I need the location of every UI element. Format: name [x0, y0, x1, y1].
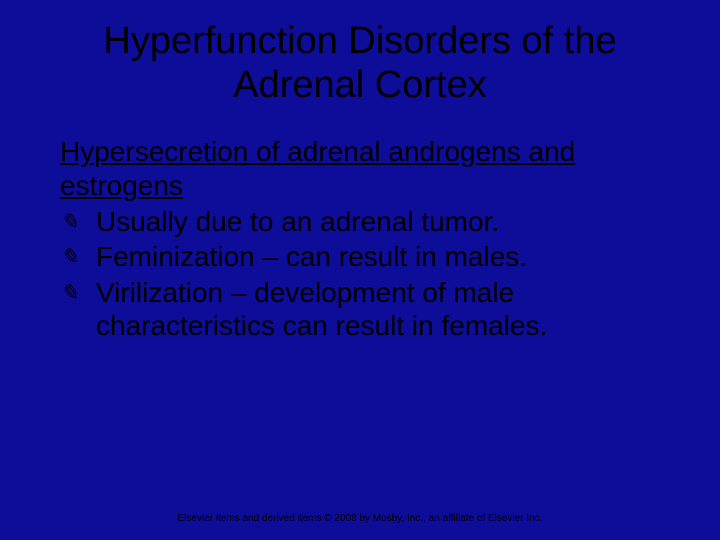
bullet-icon: ✎: [60, 211, 78, 233]
copyright-footer: Elsevier items and derived items © 2008 …: [0, 513, 720, 524]
bullet-text: Usually due to an adrenal tumor.: [96, 206, 499, 237]
slide-container: Hyperfunction Disorders of the Adrenal C…: [0, 0, 720, 540]
list-item: ✎ Usually due to an adrenal tumor.: [60, 205, 670, 239]
content-subheading: Hypersecretion of adrenal androgens and …: [60, 135, 670, 202]
bullet-text: Feminization – can result in males.: [96, 241, 527, 272]
list-item: ✎ Feminization – can result in males.: [60, 240, 670, 274]
list-item: ✎ Virilization – development of male cha…: [60, 276, 670, 343]
slide-title: Hyperfunction Disorders of the Adrenal C…: [70, 20, 650, 107]
bullet-icon: ✎: [60, 246, 78, 268]
bullet-list: ✎ Usually due to an adrenal tumor. ✎ Fem…: [60, 205, 670, 343]
bullet-text: Virilization – development of male chara…: [96, 277, 547, 342]
bullet-icon: ✎: [60, 282, 78, 304]
slide-content: Hypersecretion of adrenal androgens and …: [40, 135, 680, 343]
